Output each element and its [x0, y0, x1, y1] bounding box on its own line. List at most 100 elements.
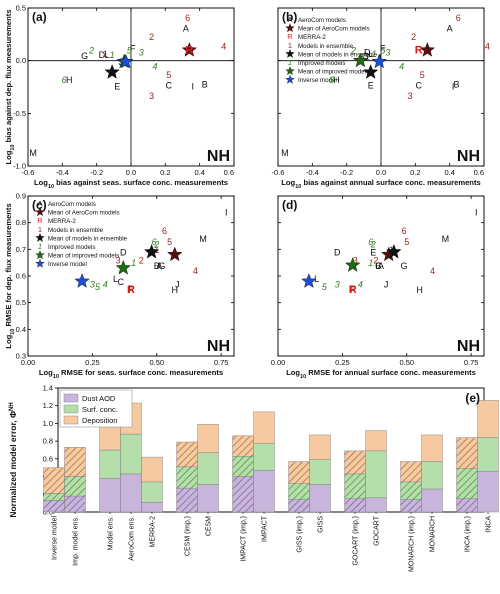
- point-label-ensemble-14: 3: [116, 256, 121, 266]
- bar-category-label: MONARCH: [430, 516, 437, 552]
- x-tick-label: 0.2: [160, 168, 170, 177]
- point-label-aerocom-5: F: [350, 285, 356, 295]
- bar-segment-deposition: [288, 461, 310, 484]
- x-tick-label: 0.00: [21, 358, 36, 367]
- point-label-ensemble-16: 5: [420, 70, 425, 80]
- x-tick-label: 0.25: [85, 358, 100, 367]
- bar-y-axis-title-main: Normalized model error, Φ: [8, 411, 18, 518]
- point-label-aerocom-11: M: [199, 234, 207, 244]
- point-label-improved-18: 1: [372, 49, 377, 59]
- legend-star-inverse: [35, 258, 45, 268]
- bar-segment-deposition: [64, 447, 86, 477]
- y-tick-label: 0.3: [16, 352, 26, 361]
- y-tick-label: 0.9: [16, 192, 26, 201]
- legend-entry-text: Inverse model: [298, 77, 337, 84]
- legend-entry-text: Models in ensemble: [48, 227, 104, 234]
- x-axis-title: Log10 bias against seas. surface conc. m…: [34, 178, 228, 190]
- x-axis-title-main: Log: [34, 178, 48, 187]
- bar-segment-dust-aod: [365, 497, 387, 513]
- legend-entry-text: Mean of improved models: [298, 69, 369, 76]
- bar-segment-surf-conc: [120, 433, 142, 475]
- bar-segment-dust-aod: [344, 498, 366, 513]
- point-label-aerocom-4: E: [370, 248, 376, 258]
- y-axis-title-rest: RMSE for dep. flux measurements: [4, 203, 13, 328]
- point-label-aerocom-2: C: [117, 277, 124, 287]
- bar-segment-surf-conc: [309, 459, 331, 485]
- point-label-improved-22: 5: [322, 282, 328, 292]
- legend-star-mean_improved: [35, 250, 45, 260]
- bar-segment-dust-aod: [309, 484, 331, 513]
- bar-category-label: GISS (imp.): [297, 516, 304, 553]
- bar-segment-dust-aod: [253, 470, 275, 513]
- scatter-panel-c: 0.00 0.25 0.50 0.750.30.40.50.60.70.80.9Log…: [4, 192, 235, 380]
- legend-star-mean_improved: [285, 66, 295, 76]
- bar-panel-label: (e): [465, 391, 480, 405]
- point-label-aerocom-0: A: [447, 24, 453, 34]
- point-label-improved-22: 5: [95, 282, 101, 292]
- region-label: NH: [457, 148, 480, 165]
- point-label-aerocom-6: G: [401, 261, 408, 271]
- star-marker-inverse: [371, 53, 387, 69]
- point-label-aerocom-11: M: [29, 148, 37, 158]
- bar-segment-dust-aod: [456, 498, 478, 513]
- y-tick-label: -0.5: [13, 109, 26, 118]
- x-tick-label: -0.6: [272, 168, 285, 177]
- point-label-ensemble-12: 1: [365, 52, 370, 62]
- point-label-improved-18: 1: [131, 258, 136, 268]
- y-axis-title-main: Log: [4, 150, 13, 164]
- bar-legend-text: Surf. conc.: [82, 405, 118, 414]
- point-label-improved-19: 2: [350, 46, 356, 56]
- point-label-aerocom-0: A: [156, 261, 162, 271]
- point-label-ensemble-12: 1: [103, 49, 108, 59]
- legend-entry-text: MERRA-2: [298, 34, 326, 41]
- legend-symbol-improved: 1: [38, 242, 42, 251]
- point-label-merra-28: R: [415, 45, 423, 57]
- legend: A AeroCom models Mean of AeroCom models R ME…: [35, 199, 128, 268]
- chart-panels: -0.6 -0.4 -0.2 0.0 0.2 0.4 0.6-1.0-0.50.00.5Lo…: [4, 4, 499, 572]
- x-tick-label: 0.75: [214, 358, 229, 367]
- bar-segment-surf-conc: [197, 452, 219, 485]
- x-tick-label: 0.75: [464, 358, 479, 367]
- region-label: NH: [207, 338, 230, 355]
- x-tick-label: -0.4: [56, 168, 69, 177]
- bar-segment-dust-aod: [176, 487, 198, 513]
- x-axis-title-main: Log: [39, 368, 53, 377]
- point-label-aerocom-11: M: [281, 148, 289, 158]
- point-label-improved-20: 3: [139, 48, 144, 58]
- bar-segment-dust-aod: [400, 499, 422, 513]
- x-tick-label: 0.50: [399, 358, 414, 367]
- bar-segment-dust-aod: [99, 478, 121, 513]
- panel-label: (c): [32, 198, 47, 212]
- y-tick-label: 0.4: [16, 325, 26, 334]
- point-label-aerocom-10: L: [368, 49, 373, 59]
- point-label-ensemble-16: 5: [404, 237, 409, 247]
- bar-segment-surf-conc: [253, 443, 275, 471]
- legend-entry-text: AeroCom models: [48, 201, 96, 208]
- y-tick-label: 0.8: [16, 218, 26, 227]
- point-label-aerocom-8: I: [225, 208, 228, 218]
- scatter-panel-a: -0.6 -0.4 -0.2 0.0 0.2 0.4 0.6-1.0-0.50.00.5Lo…: [4, 4, 235, 190]
- bar-segment-surf-conc: [365, 450, 387, 499]
- bar-category-label: Model ens.: [108, 516, 115, 550]
- point-label-ensemble-15: 4: [485, 41, 490, 51]
- point-label-improved-19: 2: [153, 240, 159, 250]
- bar-legend-text: Dust AOD: [82, 394, 116, 403]
- x-axis-title-rest: RMSE for annual surface conc. measuremen…: [306, 368, 476, 377]
- point-label-aerocom-3: D: [99, 50, 106, 60]
- bar-category-label: GISS: [318, 516, 325, 533]
- point-label-aerocom-0: A: [378, 261, 384, 271]
- legend: A AeroCom models Mean of AeroCom models R ME…: [285, 15, 378, 84]
- bar-segment-surf-conc: [344, 473, 366, 499]
- bar-category-label: IMPACT: [262, 515, 269, 542]
- point-label-aerocom-2: C: [416, 80, 423, 90]
- point-label-aerocom-10: L: [104, 50, 109, 60]
- x-tick-label: 0.0: [376, 168, 386, 177]
- point-label-aerocom-7: H: [172, 285, 179, 295]
- point-label-aerocom-3: D: [334, 248, 341, 258]
- point-label-aerocom-7: H: [333, 75, 340, 85]
- bar-category-label: MONARCH (imp.): [409, 516, 416, 572]
- point-label-improved-23: 6: [329, 75, 334, 85]
- point-label-improved-23: 6: [152, 237, 157, 247]
